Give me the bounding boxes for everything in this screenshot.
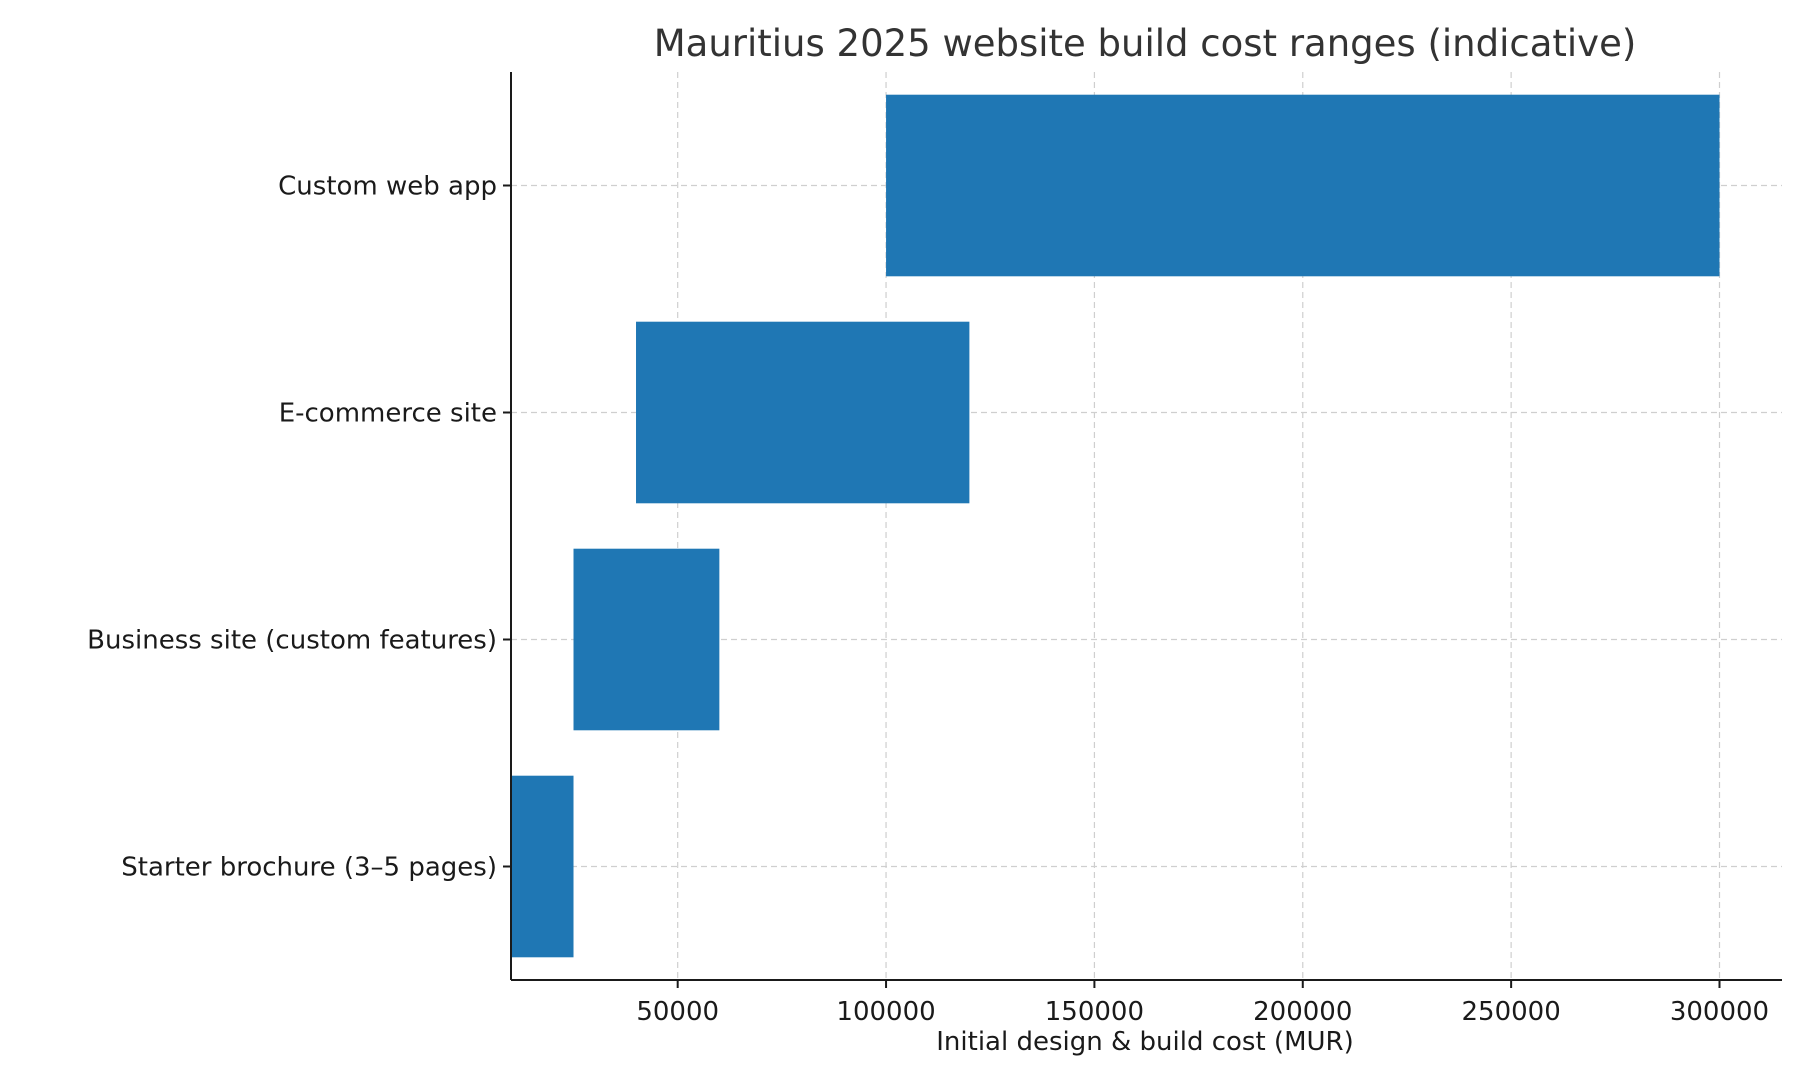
y-tick-label: E-commerce site [279, 399, 497, 429]
chart-title: Mauritius 2025 website build cost ranges… [654, 22, 1637, 65]
x-tick-label: 50000 [636, 997, 719, 1027]
bar [573, 548, 720, 731]
axes [503, 72, 1782, 988]
x-axis-label: Initial design & build cost (MUR) [936, 1027, 1354, 1057]
y-tick-label: Starter brochure (3–5 pages) [121, 853, 497, 883]
bar [511, 775, 574, 958]
x-tick-label: 200000 [1253, 997, 1352, 1027]
x-tick-label: 150000 [1045, 997, 1144, 1027]
bar [636, 321, 970, 504]
x-tick-label: 250000 [1461, 997, 1560, 1027]
y-tick-label: Custom web app [278, 172, 497, 202]
bars [511, 94, 1720, 958]
y-tick-labels: Starter brochure (3–5 pages) Business sit… [87, 172, 497, 883]
x-tick-label: 300000 [1670, 997, 1769, 1027]
bar [886, 94, 1720, 277]
y-tick-label: Business site (custom features) [87, 626, 497, 656]
x-tick-labels: 50000 100000 150000 200000 250000 300000 [636, 997, 1769, 1027]
x-tick-label: 100000 [836, 997, 935, 1027]
